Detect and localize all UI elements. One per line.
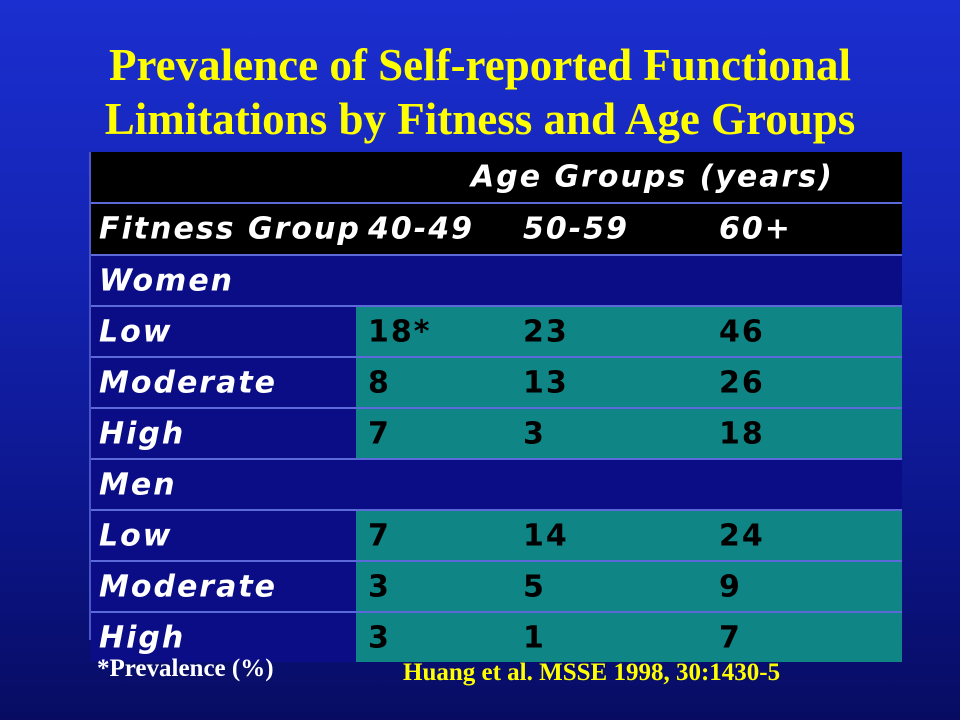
- prevalence-table: Age Groups (years) Fitness Group 40-49 50-5…: [89, 152, 902, 662]
- column-header: 40-49: [368, 211, 474, 247]
- footnote: *Prevalence (%): [97, 655, 274, 682]
- section-row-women: Women: [91, 256, 902, 305]
- table-row: High 7 3 18: [91, 409, 902, 458]
- row-divider: [91, 305, 902, 307]
- prevalence-value: 7: [719, 620, 742, 655]
- row-divider: [91, 458, 902, 460]
- value-cells-background: [356, 613, 902, 662]
- slide-title: Prevalence of Self-reported Functional L…: [0, 38, 960, 146]
- value-cells-background: [356, 409, 902, 458]
- header-row-age-groups: Age Groups (years): [91, 152, 902, 202]
- row-divider: [91, 509, 902, 511]
- age-groups-header: Age Groups (years): [471, 159, 834, 195]
- title-line-2: Limitations by Fitness and Age Groups: [104, 94, 856, 144]
- section-label: Women: [99, 263, 235, 298]
- prevalence-value: 24: [719, 518, 765, 553]
- row-divider: [91, 254, 902, 256]
- fitness-level-label: Low: [99, 314, 173, 349]
- row-divider: [91, 560, 902, 562]
- citation: Huang et al. MSSE 1998, 30:1430-5: [403, 659, 781, 686]
- table-row: Low 7 14 24: [91, 511, 902, 560]
- prevalence-value: 7: [368, 518, 391, 553]
- prevalence-value: 5: [523, 569, 546, 604]
- row-divider: [91, 407, 902, 409]
- prevalence-value: 8: [368, 365, 391, 400]
- section-label: Men: [99, 467, 177, 502]
- prevalence-value: 9: [719, 569, 742, 604]
- row-divider: [91, 202, 902, 204]
- prevalence-value: 18: [719, 416, 765, 451]
- value-cells-background: [356, 358, 902, 407]
- prevalence-value: 3: [368, 620, 391, 655]
- prevalence-value: 13: [523, 365, 569, 400]
- table-row: Moderate 8 13 26: [91, 358, 902, 407]
- row-divider: [91, 356, 902, 358]
- fitness-level-label: Low: [99, 518, 173, 553]
- value-cells-background: [356, 307, 902, 356]
- title-line-1: Prevalence of Self-reported Functional: [109, 40, 851, 90]
- row-divider: [91, 611, 902, 613]
- fitness-group-header: Fitness Group: [99, 211, 361, 247]
- prevalence-value: 7: [368, 416, 391, 451]
- value-cells-background: [356, 562, 902, 611]
- table-row: High 3 1 7: [91, 613, 902, 662]
- fitness-level-label: High: [99, 416, 186, 451]
- prevalence-value: 26: [719, 365, 765, 400]
- table-row: Moderate 3 5 9: [91, 562, 902, 611]
- prevalence-value: 46: [719, 314, 765, 349]
- prevalence-value: 3: [368, 569, 391, 604]
- prevalence-value: 3: [523, 416, 546, 451]
- table-row: Low 18* 23 46: [91, 307, 902, 356]
- prevalence-value: 1: [523, 620, 546, 655]
- value-cells-background: [356, 511, 902, 560]
- fitness-level-label: Moderate: [99, 365, 278, 400]
- prevalence-value: 23: [523, 314, 569, 349]
- fitness-level-label: High: [99, 620, 186, 655]
- column-header: 50-59: [523, 211, 629, 247]
- prevalence-value: 14: [523, 518, 569, 553]
- header-row-columns: Fitness Group 40-49 50-59 60+: [91, 204, 902, 254]
- section-row-men: Men: [91, 460, 902, 509]
- column-header: 60+: [719, 211, 792, 247]
- fitness-level-label: Moderate: [99, 569, 278, 604]
- prevalence-value: 18*: [368, 314, 432, 349]
